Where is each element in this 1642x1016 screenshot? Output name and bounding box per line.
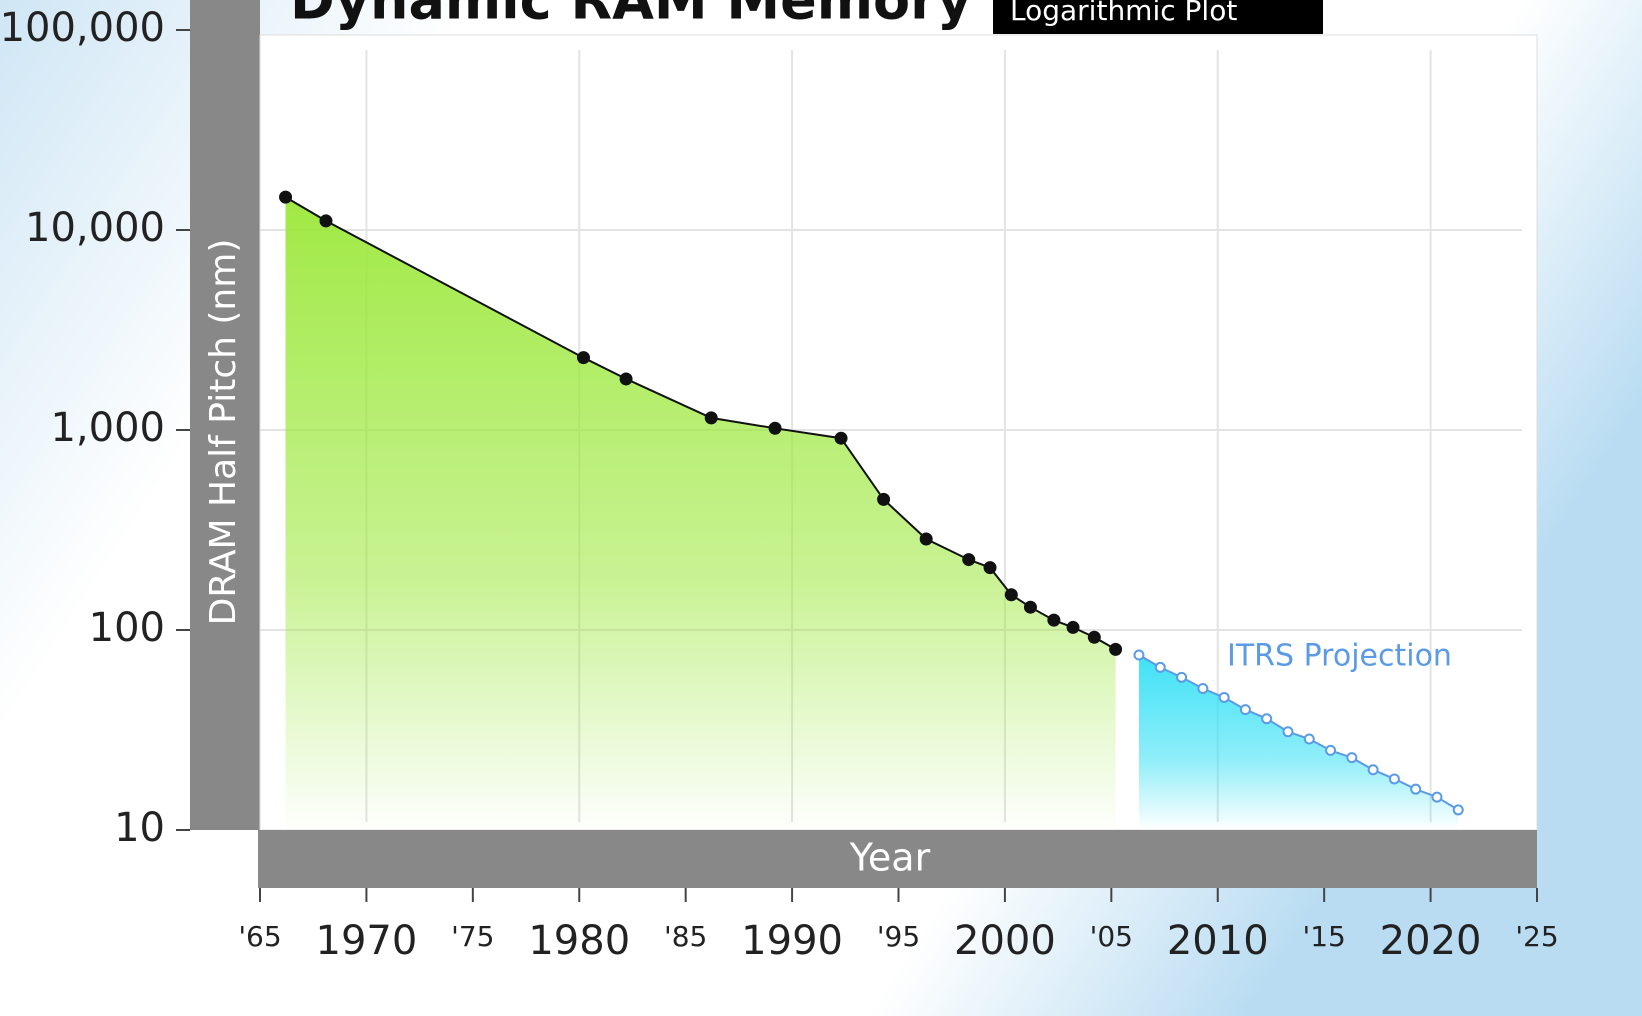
- point: [1261, 713, 1273, 725]
- chart-title: Dynamic RAM Memory: [290, 0, 972, 32]
- chart-subtitle: Logarithmic Plot: [1010, 0, 1237, 27]
- point: [919, 532, 933, 546]
- x-tick-label: 2020: [1380, 918, 1482, 964]
- point: [1452, 804, 1464, 816]
- y-tick-label: 1,000: [50, 405, 165, 451]
- point: [1087, 630, 1101, 644]
- point: [279, 190, 293, 204]
- point: [1197, 682, 1209, 694]
- point: [1218, 691, 1230, 703]
- point: [1431, 791, 1443, 803]
- point: [834, 431, 848, 445]
- point: [877, 492, 891, 506]
- point: [962, 553, 976, 567]
- point: [1004, 588, 1018, 602]
- y-tick-label: 100,000: [0, 5, 165, 51]
- line: [1138, 654, 1459, 811]
- point: [768, 421, 782, 435]
- x-tick-label: '15: [1303, 920, 1346, 953]
- x-tick-label: '65: [238, 920, 281, 953]
- x-tick-label: 1990: [741, 918, 843, 964]
- point: [1410, 783, 1422, 795]
- point: [1154, 661, 1166, 673]
- point: [1023, 600, 1037, 614]
- point: [1282, 726, 1294, 738]
- series-label: ITRS Projection: [1227, 638, 1452, 673]
- point: [1109, 642, 1123, 656]
- point: [1176, 671, 1188, 683]
- point: [319, 214, 333, 228]
- point: [1047, 613, 1061, 627]
- x-tick-label: '05: [1090, 920, 1133, 953]
- x-tick-label: '75: [451, 920, 494, 953]
- plot-layer: 10 100 1,000 10,000 100,000 '65 1970 '75 1980 '85…: [0, 5, 1559, 964]
- x-tick-label: 1980: [528, 918, 630, 964]
- point: [1066, 620, 1080, 634]
- x-tick-label: 2010: [1167, 918, 1269, 964]
- x-tick-label: '95: [877, 920, 920, 953]
- x-tick-label: 2000: [954, 918, 1056, 964]
- y-axis-band: [190, 0, 260, 830]
- x-tick-label: 1970: [316, 918, 418, 964]
- point: [619, 372, 633, 386]
- y-tick-label: 10,000: [25, 205, 165, 251]
- point: [1133, 649, 1145, 661]
- point: [1239, 704, 1251, 716]
- point: [1325, 744, 1337, 756]
- point: [1367, 764, 1379, 776]
- x-tick-label: '85: [664, 920, 707, 953]
- point: [983, 561, 997, 575]
- point: [1388, 773, 1400, 785]
- y-tick-label: 10: [114, 805, 165, 851]
- area: [285, 197, 1116, 829]
- point: [1346, 752, 1358, 764]
- x-tick-label: '25: [1515, 920, 1558, 953]
- y-axis-label: DRAM Half Pitch (nm): [203, 239, 244, 626]
- y-tick-label: 100: [89, 605, 165, 651]
- x-axis-band: [258, 830, 1537, 888]
- x-axis-label: Year: [849, 836, 931, 880]
- point: [577, 351, 591, 365]
- point: [1303, 733, 1315, 745]
- subtitle-box: [993, 0, 1323, 34]
- point: [704, 411, 718, 425]
